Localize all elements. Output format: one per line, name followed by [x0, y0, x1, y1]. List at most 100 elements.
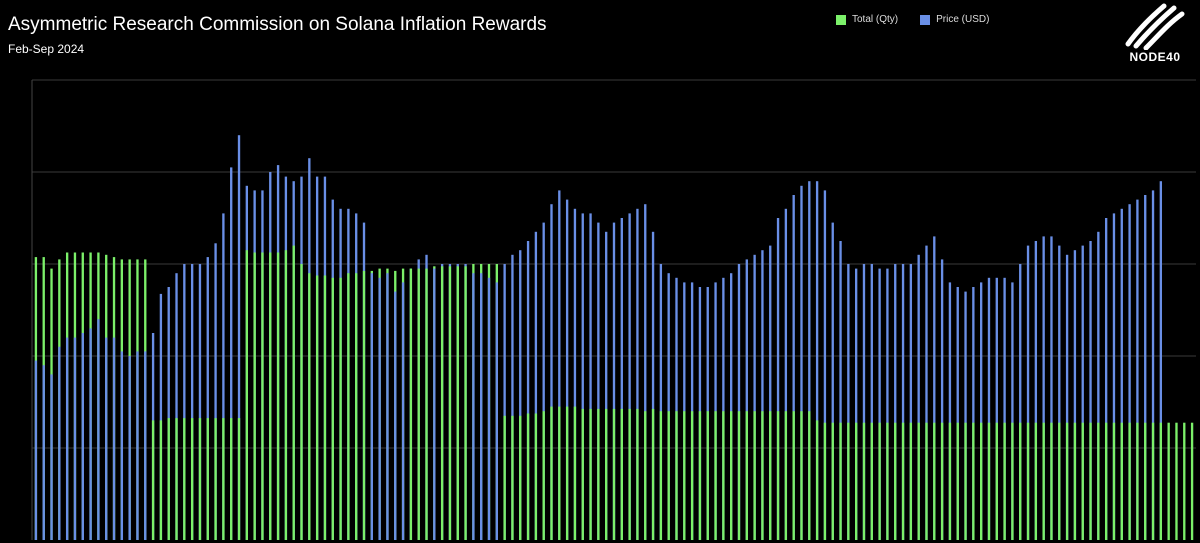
- price-bar: [933, 236, 936, 540]
- price-bar: [573, 208, 577, 541]
- legend-label-qty: Total (Qty): [852, 14, 899, 25]
- price-bar: [159, 293, 163, 540]
- qty-bar: [808, 411, 811, 540]
- price-bar: [386, 273, 389, 540]
- legend-swatch-price: [920, 14, 931, 25]
- qty-bar: [245, 250, 248, 540]
- price-bar: [784, 208, 788, 541]
- price-bar: [597, 222, 600, 540]
- price-bar: [519, 250, 522, 540]
- qty-bar: [605, 408, 608, 540]
- qty-bar: [237, 418, 241, 540]
- qty-bar: [1175, 422, 1178, 540]
- qty-bar: [565, 406, 569, 540]
- price-bar: [722, 277, 725, 540]
- price-bar: [925, 245, 928, 540]
- price-bar: [1034, 241, 1038, 540]
- price-bar: [42, 365, 45, 540]
- price-bar: [198, 264, 202, 540]
- price-bar: [1081, 245, 1084, 540]
- qty-bar: [847, 422, 850, 540]
- price-bar: [401, 282, 405, 540]
- qty-bar: [206, 418, 209, 540]
- price-bar: [480, 273, 483, 540]
- price-bar: [190, 264, 194, 540]
- price-bar: [105, 337, 108, 540]
- price-bar: [769, 245, 772, 540]
- qty-bar: [987, 422, 991, 540]
- qty-bar: [222, 418, 225, 540]
- qty-bar: [792, 411, 795, 540]
- price-bar: [667, 273, 670, 540]
- qty-bar: [534, 413, 538, 540]
- price-bar: [644, 204, 647, 540]
- price-bar: [659, 264, 663, 540]
- qty-bar: [581, 408, 584, 540]
- qty-bar: [878, 422, 881, 540]
- price-bar: [1019, 264, 1022, 540]
- qty-bar: [417, 268, 420, 540]
- qty-bar: [972, 422, 975, 540]
- price-bar: [612, 222, 616, 540]
- price-bar: [206, 257, 209, 540]
- qty-bar: [300, 264, 303, 540]
- qty-bar: [1112, 422, 1116, 540]
- qty-bar: [214, 418, 217, 540]
- price-bar: [620, 218, 623, 540]
- price-bar: [1089, 241, 1092, 540]
- qty-bar: [503, 415, 506, 540]
- qty-bar: [667, 411, 670, 540]
- qty-bar: [558, 406, 561, 540]
- price-bar: [183, 264, 186, 540]
- chart-title: Asymmetric Research Commission on Solana…: [8, 14, 547, 35]
- price-bar: [167, 287, 170, 540]
- legend-label-price: Price (USD): [936, 14, 990, 25]
- price-bar: [136, 351, 139, 540]
- price-bar: [81, 333, 84, 540]
- qty-bar: [1190, 422, 1194, 540]
- qty-bar: [620, 408, 623, 540]
- qty-bar: [925, 422, 928, 540]
- qty-bar: [292, 245, 295, 540]
- qty-bar: [339, 277, 342, 540]
- qty-bar: [253, 252, 256, 540]
- price-bar: [34, 360, 38, 540]
- qty-bar: [855, 422, 858, 540]
- qty-bar: [519, 415, 522, 540]
- price-bar: [144, 351, 147, 540]
- qty-bar: [761, 411, 764, 540]
- qty-bar: [698, 411, 702, 540]
- price-bar: [855, 268, 858, 540]
- qty-bar: [1183, 422, 1186, 540]
- price-bar: [878, 268, 881, 540]
- qty-bar: [1167, 422, 1170, 540]
- qty-bar: [355, 273, 358, 540]
- price-bar: [1128, 204, 1131, 540]
- price-bar: [97, 319, 100, 540]
- qty-bar: [308, 273, 311, 540]
- qty-bar: [784, 411, 788, 540]
- price-bar: [894, 264, 897, 540]
- qty-bar: [198, 418, 202, 540]
- qty-bar: [1097, 422, 1100, 540]
- price-bar: [995, 277, 998, 540]
- price-bar: [1104, 218, 1108, 540]
- qty-bar: [737, 411, 741, 540]
- qty-bar: [1019, 422, 1022, 540]
- price-bar: [495, 282, 498, 540]
- qty-bar: [1120, 422, 1123, 540]
- price-bar: [605, 231, 608, 541]
- price-bar: [487, 277, 491, 540]
- price-bar: [526, 241, 530, 540]
- price-bar: [753, 254, 756, 541]
- price-bar: [175, 273, 178, 540]
- price-bar: [1026, 245, 1030, 540]
- qty-bar: [675, 411, 678, 540]
- price-bar: [378, 277, 381, 540]
- qty-bar: [1151, 422, 1155, 540]
- qty-bar: [753, 411, 756, 540]
- legend-item-qty: Total (Qty): [836, 14, 898, 25]
- qty-bar: [870, 422, 873, 540]
- qty-bar: [362, 270, 366, 540]
- qty-bar: [823, 422, 827, 540]
